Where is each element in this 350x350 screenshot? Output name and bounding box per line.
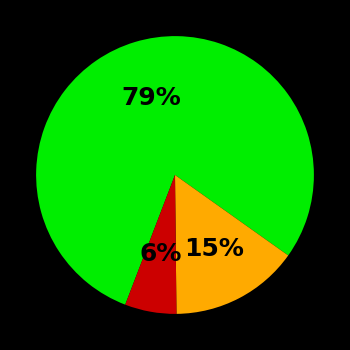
Text: 79%: 79% [122,86,182,110]
Text: 15%: 15% [184,237,244,261]
Wedge shape [175,175,288,314]
Text: 6%: 6% [140,242,182,266]
Wedge shape [125,175,176,314]
Wedge shape [36,36,314,304]
